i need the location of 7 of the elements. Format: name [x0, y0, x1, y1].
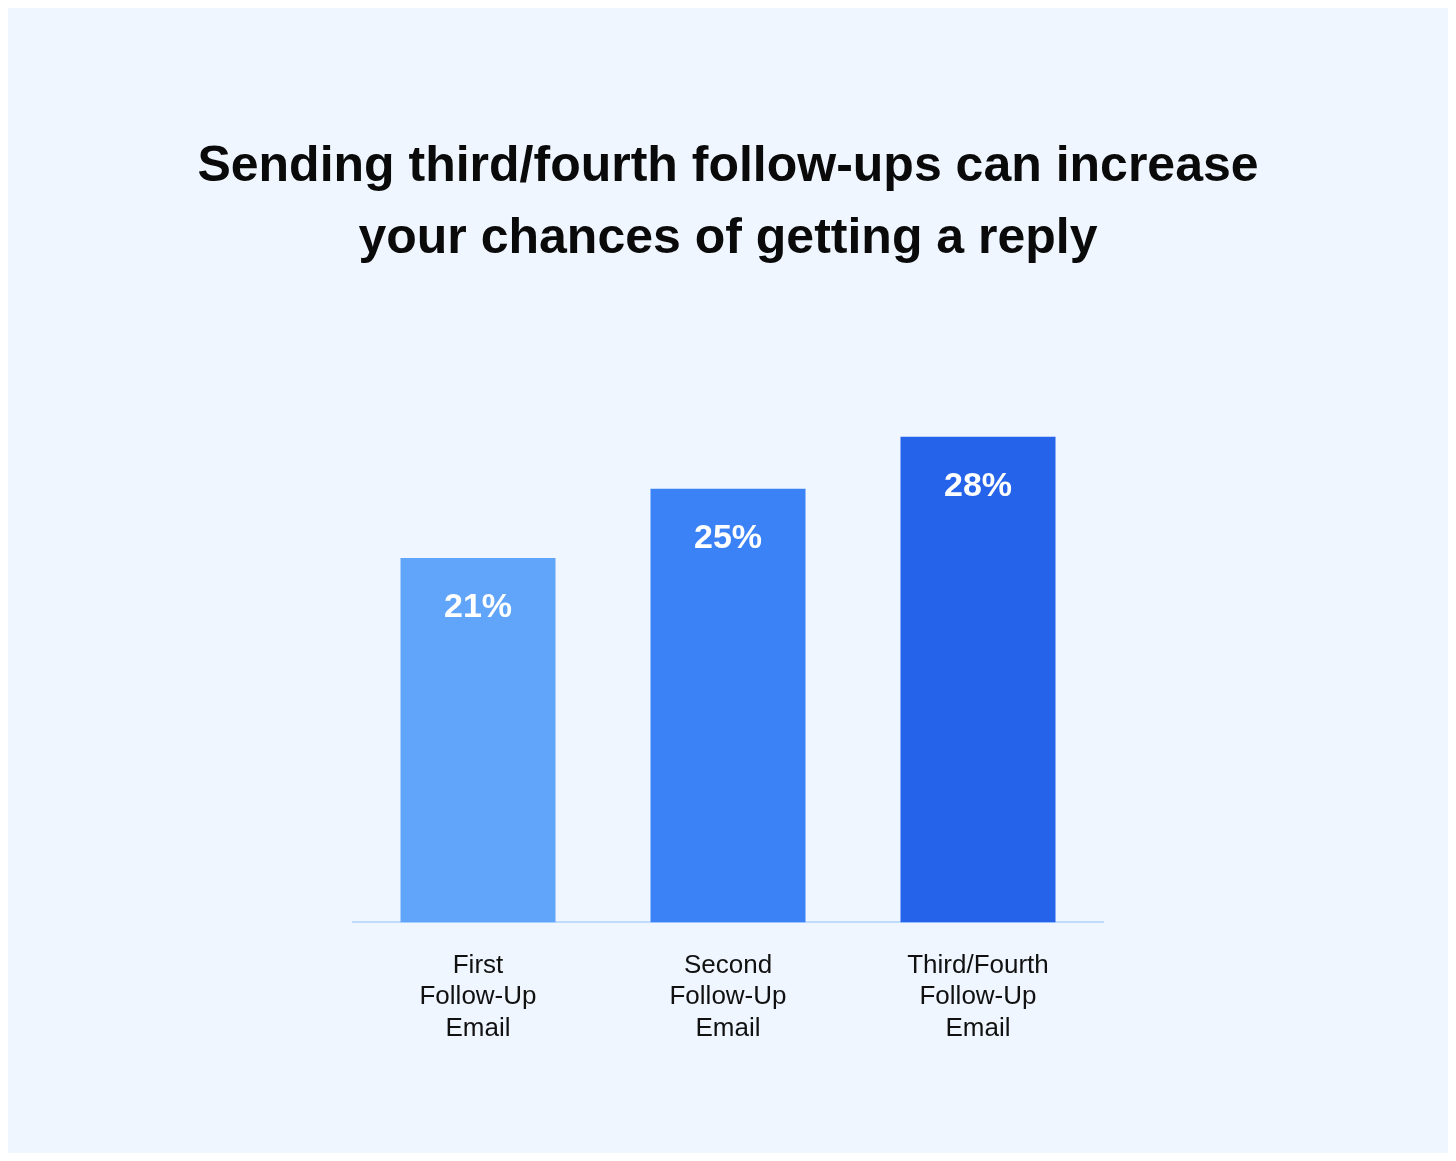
x-tick-label: Second Follow-Up Email — [669, 949, 787, 1042]
chart-title: Sending third/fourth follow-ups can increase your chances of getting a reply — [196, 135, 1260, 266]
data-label: 21% — [443, 586, 513, 625]
data-label: 28% — [943, 465, 1013, 504]
x-tick-label: First Follow-Up Email — [419, 949, 537, 1042]
data-label: 25% — [693, 517, 763, 556]
x-tick-label: Third/Fourth Follow-Up Email — [907, 949, 1049, 1042]
